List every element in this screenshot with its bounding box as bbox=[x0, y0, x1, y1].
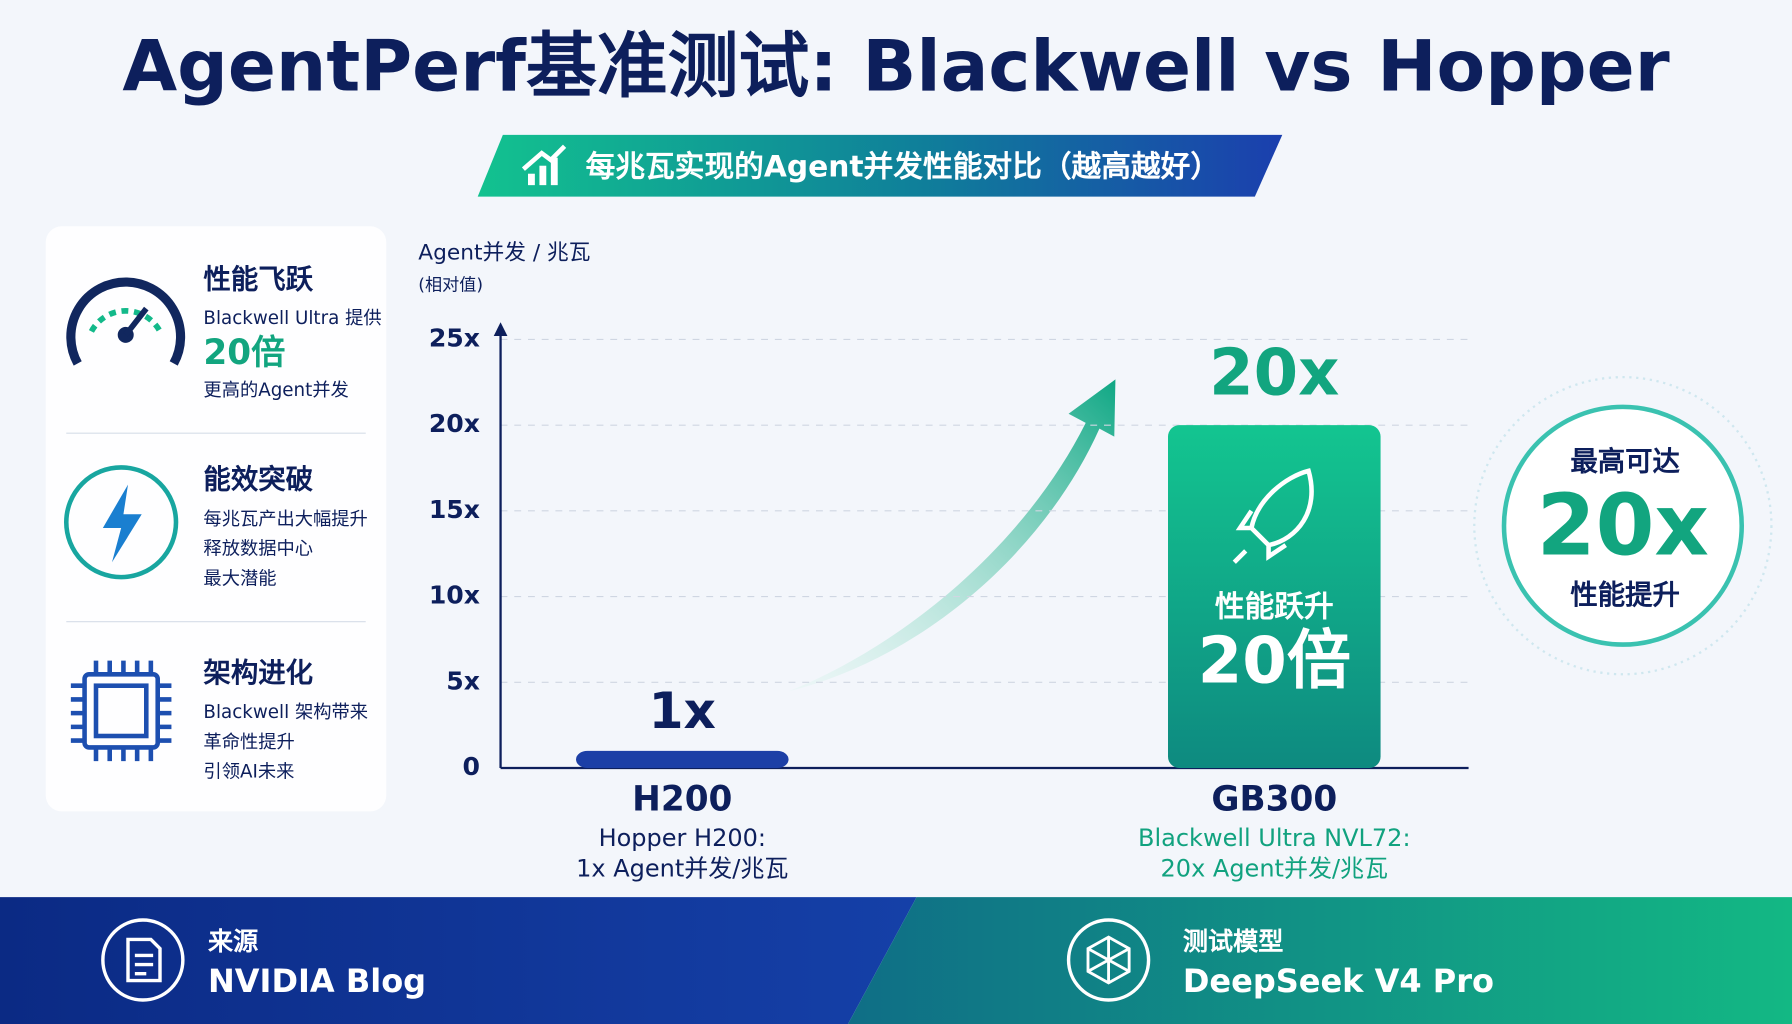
footer-right bbox=[848, 897, 1792, 1024]
sidebar-text: 引领AI未来 bbox=[203, 762, 294, 783]
value-label: 1x bbox=[649, 681, 716, 740]
sidebar-text: 释放数据中心 bbox=[203, 539, 313, 560]
y-axis-arrow bbox=[493, 322, 508, 336]
bar bbox=[1168, 425, 1381, 768]
y-tick-label: 25x bbox=[429, 323, 480, 352]
sidebar-text: 每兆瓦产出大幅提升 bbox=[203, 509, 367, 530]
y-tick-label: 10x bbox=[429, 581, 480, 610]
y-tick-label: 5x bbox=[446, 666, 480, 695]
value-label: 20x bbox=[1209, 337, 1339, 411]
chip-icon bbox=[70, 660, 172, 762]
bolt-icon bbox=[64, 465, 179, 580]
doc-icon bbox=[126, 937, 162, 983]
source-icon bbox=[101, 918, 185, 1002]
y-tick-label: 20x bbox=[429, 409, 480, 438]
bar-annotation: 性能跃升 bbox=[1215, 589, 1334, 624]
category-note: Hopper H200: bbox=[599, 824, 766, 852]
sidebar-title: 性能飞跃 bbox=[203, 264, 313, 296]
cube-icon bbox=[1086, 935, 1131, 985]
subtitle-banner bbox=[477, 134, 1283, 197]
badge-value: 20x bbox=[1537, 476, 1709, 574]
sidebar-panel bbox=[45, 226, 387, 812]
sidebar-title: 能效突破 bbox=[203, 464, 313, 496]
sidebar-highlight: 20倍 bbox=[203, 333, 285, 373]
footer-value: DeepSeek V4 Pro bbox=[1183, 962, 1494, 1000]
badge-text: 性能提升 bbox=[1570, 579, 1680, 611]
y-tick-label: 15x bbox=[429, 495, 480, 524]
sidebar-text: Blackwell Ultra 提供 bbox=[203, 308, 381, 329]
y-axis-label: Agent并发 / 兆瓦 bbox=[418, 241, 590, 266]
subtitle: 每兆瓦实现的Agent并发性能对比（越高越好） bbox=[586, 149, 1220, 184]
x-tick-label: H200 bbox=[632, 780, 732, 820]
bar bbox=[576, 750, 789, 768]
sidebar-title: 架构进化 bbox=[203, 658, 313, 689]
gauge-icon bbox=[66, 277, 186, 366]
sidebar-text: 革命性提升 bbox=[203, 732, 294, 753]
sidebar-text: 最大潜能 bbox=[203, 568, 276, 589]
title: AgentPerf基准测试: Blackwell vs Hopper bbox=[122, 24, 1669, 107]
banner-icon bbox=[521, 144, 567, 186]
footer-label: 测试模型 bbox=[1183, 927, 1284, 956]
y-axis-note: (相对值) bbox=[418, 276, 483, 296]
x-tick-label: GB300 bbox=[1211, 780, 1337, 820]
category-note: Blackwell Ultra NVL72: bbox=[1138, 824, 1411, 852]
category-note: 1x Agent并发/兆瓦 bbox=[576, 855, 788, 883]
y-tick-label: 0 bbox=[463, 752, 480, 781]
sidebar-text: 更高的Agent并发 bbox=[203, 380, 348, 401]
model-icon bbox=[1066, 918, 1151, 1002]
trend-arrow bbox=[788, 379, 1116, 692]
bar-annotation: 20倍 bbox=[1198, 625, 1351, 699]
badge-text: 最高可达 bbox=[1570, 445, 1680, 477]
chart: Agent并发 / 兆瓦 (相对值) 0 5x 10x 15x 20x 25x 1x H200… bbox=[418, 241, 1469, 883]
footer-label: 来源 bbox=[208, 927, 258, 956]
sidebar-text: Blackwell 架构带来 bbox=[203, 702, 368, 723]
category-note: 20x Agent并发/兆瓦 bbox=[1161, 855, 1389, 883]
badge bbox=[1473, 376, 1773, 676]
footer-value: NVIDIA Blog bbox=[208, 962, 426, 1000]
rocket-icon bbox=[1232, 468, 1314, 564]
footer-left bbox=[0, 897, 917, 1024]
sidebar: 性能飞跃 Blackwell Ultra 提供 20倍更高的Agent并发能效突破每… bbox=[203, 264, 381, 783]
